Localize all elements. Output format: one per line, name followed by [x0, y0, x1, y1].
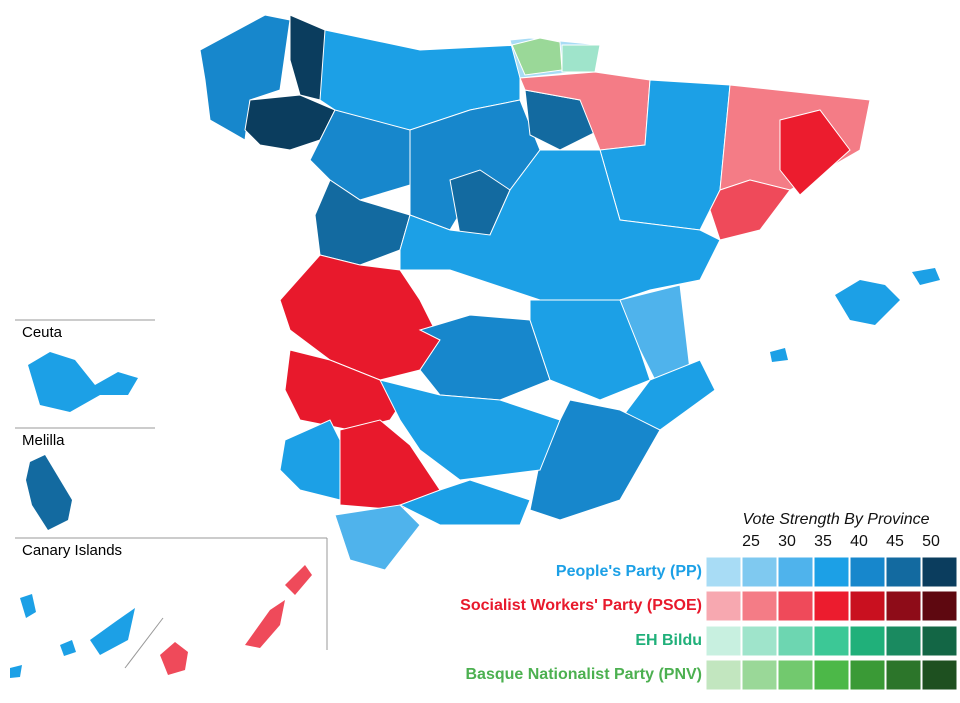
- legend-swatch: [813, 625, 850, 657]
- province: [334, 504, 421, 571]
- legend-swatch: [741, 625, 778, 657]
- legend-swatch: [741, 659, 778, 691]
- legend-swatch: [921, 659, 958, 691]
- party-label: Basque Nationalist Party (PNV): [466, 666, 703, 683]
- island: [90, 608, 135, 655]
- inset-border: [124, 617, 164, 669]
- inset-label: Canary Islands: [22, 542, 122, 559]
- legend-swatch: [849, 625, 886, 657]
- legend-swatch: [705, 659, 742, 691]
- island: [912, 268, 940, 285]
- melilla: [26, 455, 72, 530]
- province: [561, 44, 601, 73]
- legend-swatch: [705, 556, 742, 588]
- scale-label: 30: [778, 533, 796, 550]
- legend-swatch: [813, 659, 850, 691]
- legend-swatch: [921, 625, 958, 657]
- province: [511, 37, 563, 76]
- province: [779, 109, 851, 196]
- scale-label: 25: [742, 533, 760, 550]
- legend-swatch: [885, 556, 922, 588]
- inset-label: Melilla: [22, 432, 65, 449]
- legend-swatch: [921, 556, 958, 588]
- legend-swatch: [813, 556, 850, 588]
- province: [284, 349, 411, 431]
- legend-swatch: [885, 659, 922, 691]
- island: [60, 640, 76, 656]
- legend-swatch: [705, 625, 742, 657]
- legend-swatch: [777, 590, 814, 622]
- legend-swatch: [741, 556, 778, 588]
- party-label: EH Bildu: [635, 632, 702, 649]
- inset-label: Ceuta: [22, 324, 63, 341]
- legend-swatch: [777, 659, 814, 691]
- island: [10, 665, 22, 678]
- legend-swatch: [921, 590, 958, 622]
- legend-swatch: [813, 590, 850, 622]
- island: [285, 565, 312, 595]
- legend-swatch: [777, 556, 814, 588]
- legend-swatch: [777, 625, 814, 657]
- island: [245, 600, 285, 648]
- island: [835, 280, 900, 325]
- ceuta: [28, 352, 138, 412]
- island: [770, 348, 788, 362]
- legend-swatch: [885, 590, 922, 622]
- legend: Vote Strength By Province 25 30 35 40 45 50 Pe…: [460, 511, 958, 691]
- legend-swatch: [885, 625, 922, 657]
- legend-swatch: [741, 590, 778, 622]
- legend-swatch: [849, 659, 886, 691]
- scale-label: 50: [922, 533, 940, 550]
- party-label: People's Party (PP): [556, 563, 702, 580]
- andalusia: [379, 379, 561, 481]
- province: [244, 94, 336, 151]
- province: [709, 179, 791, 241]
- spain-map: [199, 14, 940, 571]
- scale-label: 45: [886, 533, 904, 550]
- province: [418, 314, 551, 401]
- province: [398, 479, 531, 526]
- island: [160, 642, 188, 675]
- legend-swatch: [849, 590, 886, 622]
- scale-label: 40: [850, 533, 868, 550]
- island: [20, 594, 36, 618]
- legend-swatch: [705, 590, 742, 622]
- scale-label: 35: [814, 533, 832, 550]
- insets: Ceuta Melilla Canary Islands: [10, 319, 328, 678]
- province: [314, 179, 411, 266]
- legend-title: Vote Strength By Province: [742, 511, 929, 528]
- party-label: Socialist Workers' Party (PSOE): [460, 597, 702, 614]
- province: [279, 419, 341, 501]
- legend-swatch: [849, 556, 886, 588]
